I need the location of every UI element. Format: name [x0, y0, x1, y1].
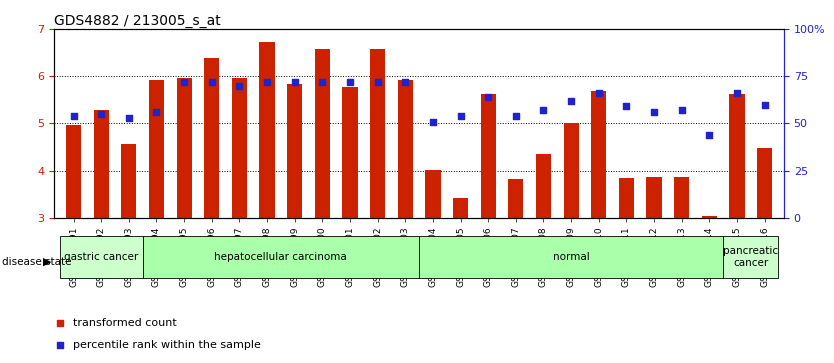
Bar [60, 236, 143, 278]
Point [150, 109, 163, 115]
Point [675, 107, 688, 113]
Bar [121, 144, 137, 218]
Point [178, 79, 191, 85]
Point [233, 83, 246, 89]
Text: hepatocellular carcinoma: hepatocellular carcinoma [214, 252, 347, 262]
Bar [536, 154, 551, 218]
Point [315, 79, 329, 85]
Point [122, 115, 135, 121]
Bar [674, 177, 689, 218]
Text: disease state: disease state [2, 257, 71, 267]
Bar [287, 84, 302, 218]
Bar [480, 94, 495, 218]
Bar [149, 79, 164, 218]
Point [620, 103, 633, 109]
Point [731, 90, 744, 96]
Point [703, 132, 716, 138]
Point [67, 113, 80, 119]
Bar [757, 148, 772, 218]
Bar [398, 80, 413, 218]
Bar [204, 58, 219, 218]
Point [481, 94, 495, 100]
Bar [66, 125, 81, 218]
Point [565, 98, 578, 104]
Text: gastric cancer: gastric cancer [64, 252, 138, 262]
Bar [730, 94, 745, 218]
Bar [591, 91, 606, 218]
Bar [343, 87, 358, 218]
Bar [701, 216, 717, 218]
Point [344, 79, 357, 85]
Text: GDS4882 / 213005_s_at: GDS4882 / 213005_s_at [54, 14, 221, 28]
Point [260, 79, 274, 85]
Text: percentile rank within the sample: percentile rank within the sample [73, 340, 261, 350]
Text: ▶: ▶ [43, 257, 52, 267]
Text: transformed count: transformed count [73, 318, 177, 328]
Bar [93, 110, 108, 218]
Bar [723, 236, 778, 278]
Point [352, 0, 365, 4]
Point [647, 109, 661, 115]
Bar [453, 197, 468, 218]
Point [510, 113, 523, 119]
Bar [619, 178, 634, 218]
Point [537, 107, 550, 113]
Bar [177, 78, 192, 218]
Bar [646, 177, 661, 218]
Point [399, 79, 412, 85]
Bar [314, 49, 330, 218]
Point [288, 79, 301, 85]
Bar [370, 49, 385, 218]
Bar [259, 42, 274, 218]
Point [205, 79, 219, 85]
Point [352, 202, 365, 208]
Text: pancreatic
cancer: pancreatic cancer [723, 246, 778, 268]
Point [758, 102, 771, 107]
Point [94, 111, 108, 117]
Point [426, 119, 440, 125]
Point [454, 113, 467, 119]
Text: normal: normal [553, 252, 590, 262]
Bar [564, 123, 579, 218]
Bar [425, 170, 440, 218]
Bar [143, 236, 419, 278]
Point [592, 90, 605, 96]
Bar [232, 78, 247, 218]
Point [371, 79, 384, 85]
Bar [508, 179, 524, 218]
Bar [419, 236, 723, 278]
